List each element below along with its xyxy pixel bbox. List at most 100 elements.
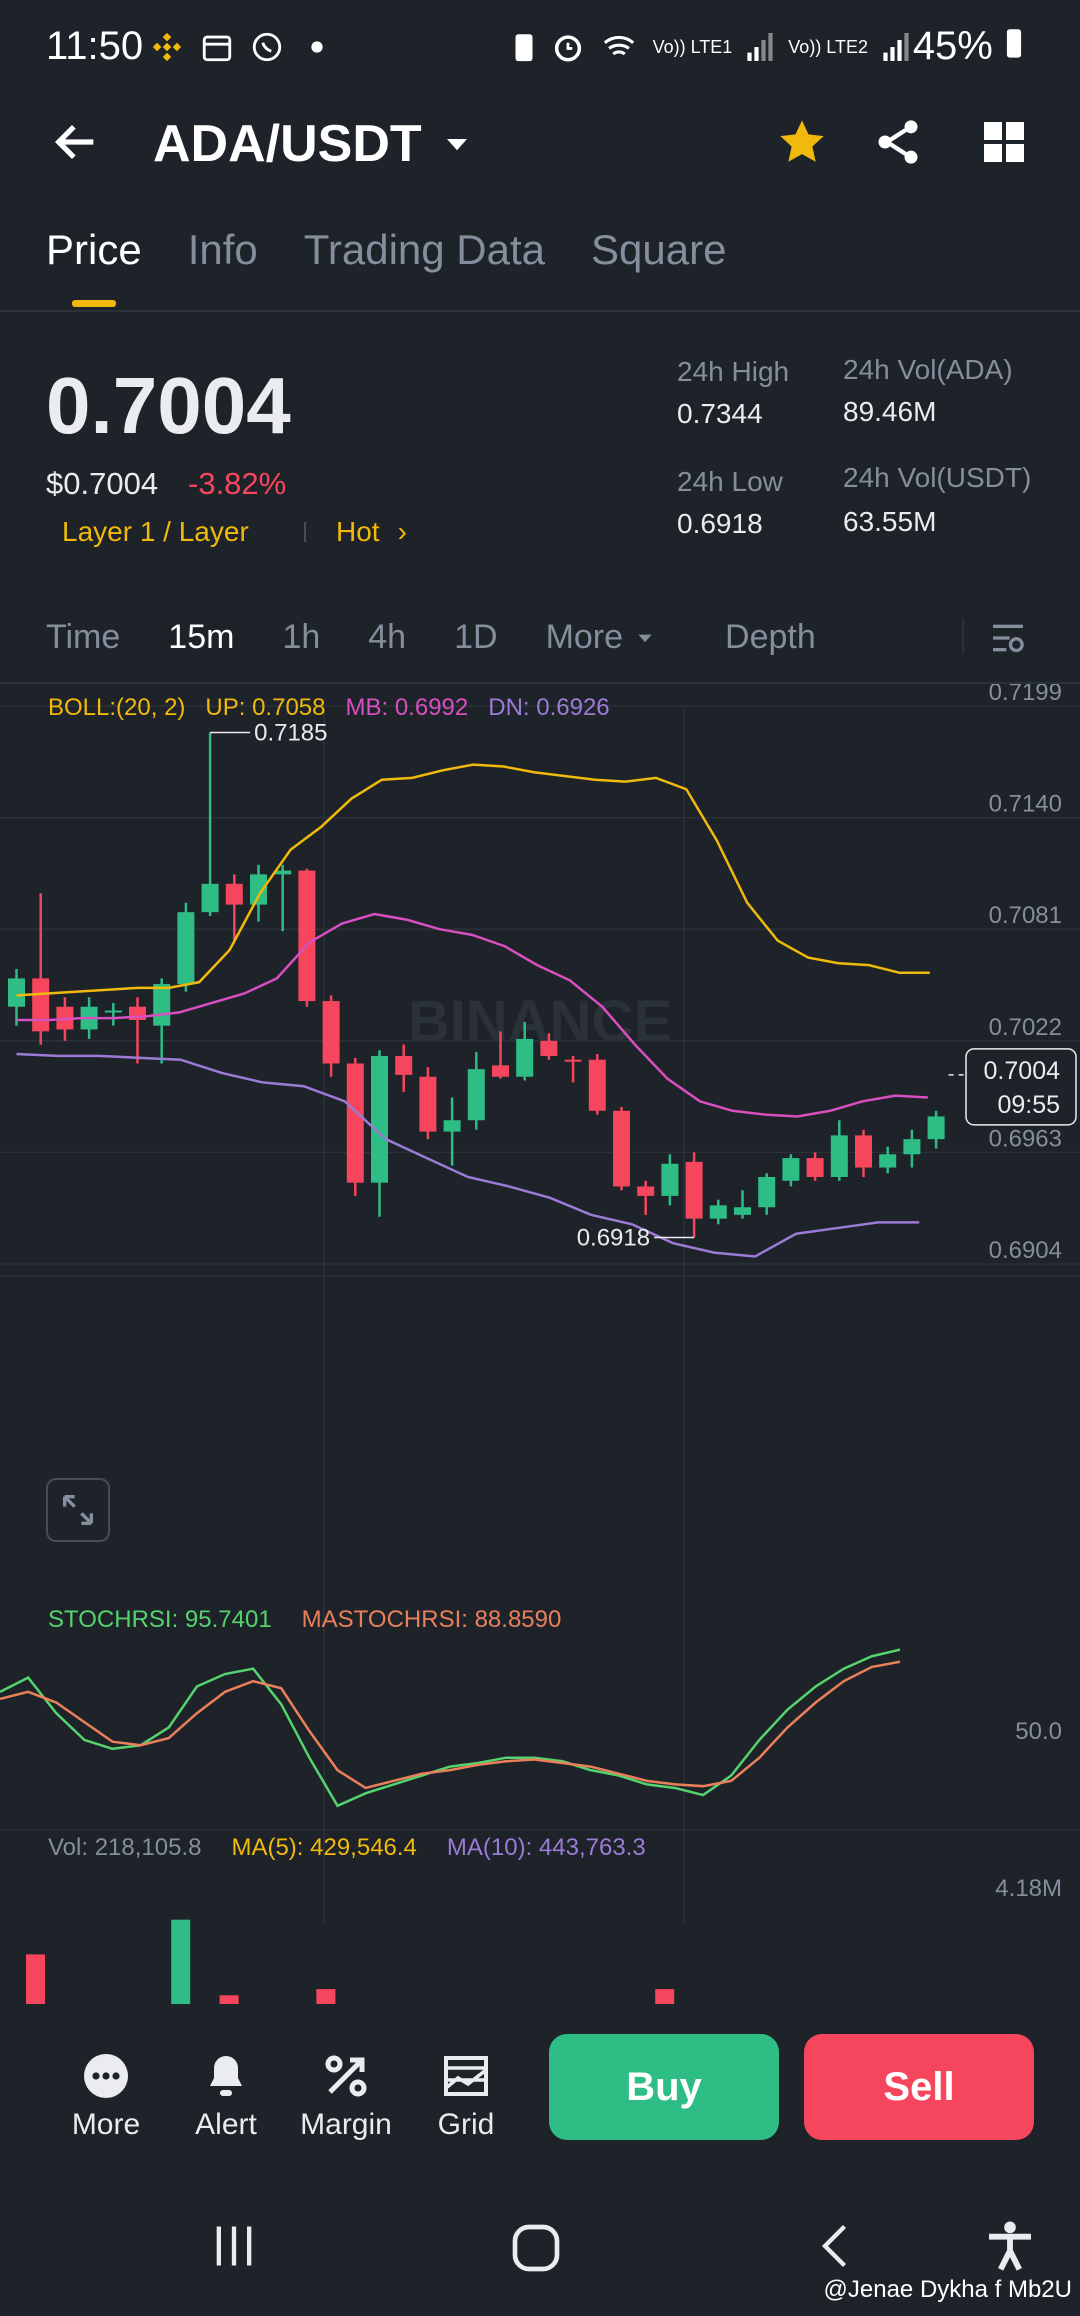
volume-max-label: 4.18M — [995, 1875, 1062, 1902]
back-nav-icon[interactable] — [812, 2220, 864, 2272]
tab-info[interactable]: Info — [187, 226, 258, 273]
current-price-label: 0.7004 — [984, 1057, 1061, 1085]
divider — [0, 682, 1080, 684]
tf-more[interactable]: More — [546, 618, 655, 657]
more-action[interactable]: More — [46, 2048, 166, 2142]
system-nav-bar — [0, 2196, 1080, 2316]
y-tick-label: 0.7140 — [989, 791, 1062, 818]
boll-upper-line — [16, 763, 930, 997]
candle-down — [613, 1110, 630, 1187]
high-label: 24h High — [677, 356, 790, 387]
tab-trading-data[interactable]: Trading Data — [303, 226, 545, 273]
network-lte2-label: Vo)) LTE2 — [788, 36, 868, 57]
battery-icon — [1006, 29, 1022, 58]
volume-bar — [219, 1995, 239, 2004]
caret-down-icon — [446, 139, 467, 151]
chevron-right-icon: › — [397, 516, 407, 547]
divider — [0, 310, 1080, 312]
candle-up — [903, 1139, 921, 1155]
tab-price[interactable]: Price — [46, 226, 142, 273]
mastochrsi-value: MASTOCHRSI: 88.8590 — [301, 1606, 562, 1633]
tf-depth[interactable]: Depth — [725, 618, 816, 656]
fullscreen-button[interactable] — [46, 1478, 110, 1542]
battery-level: 45% — [913, 24, 1024, 69]
candle-up — [274, 870, 292, 875]
margin-action[interactable]: Margin — [286, 2048, 406, 2142]
bottom-action-bar: More Alert Margin Grid Buy Sell — [0, 2010, 1080, 2160]
status-bar: 11:50 Vo)) LTE1 Vo)) LTE2 45% — [0, 0, 1080, 96]
caret-down-icon — [638, 634, 652, 642]
mastochrsi-line — [0, 1660, 901, 1790]
buy-button[interactable]: Buy — [549, 2034, 779, 2140]
tf-15m[interactable]: 15m — [168, 618, 235, 656]
recent-apps-icon[interactable] — [208, 2220, 260, 2272]
candle-up — [371, 1055, 388, 1183]
stochrsi-value: STOCHRSI: 95.7401 — [48, 1606, 272, 1633]
candle-down — [637, 1186, 655, 1196]
boll-mb: MB: 0.6992 — [345, 694, 469, 721]
sell-button[interactable]: Sell — [804, 2034, 1034, 2140]
candle-down — [564, 1059, 582, 1062]
share-icon[interactable] — [872, 116, 924, 168]
price-change-percent: -3.82% — [188, 466, 287, 501]
bell-icon — [210, 2056, 242, 2096]
candle-up — [8, 978, 25, 1007]
volume-value: Vol: 218,105.8 — [48, 1834, 202, 1861]
candle-up — [927, 1116, 945, 1140]
kline-chart[interactable]: 0.7199 0.7140 0.7081 0.7022 0.6963 0.6904 BINA… — [0, 679, 1080, 2004]
tf-4h[interactable]: 4h — [368, 618, 407, 656]
candle-down — [322, 1001, 340, 1064]
tf-divider — [962, 618, 964, 654]
candle-up — [782, 1158, 800, 1181]
candle-up — [104, 1010, 122, 1013]
y-tick-label: 0.6904 — [989, 1237, 1062, 1264]
accessibility-icon[interactable] — [982, 2218, 1038, 2274]
signal-icon — [883, 33, 909, 61]
margin-icon — [325, 2055, 367, 2097]
tab-square[interactable]: Square — [591, 226, 727, 273]
volume-bar — [316, 1989, 336, 2004]
kline-chart-svg: 0.7199 0.7140 0.7081 0.7022 0.6963 0.6904 BINA… — [0, 679, 1080, 2004]
tf-time[interactable]: Time — [46, 618, 121, 656]
candle-down — [492, 1065, 509, 1077]
candle-up — [830, 1135, 848, 1177]
candle-up — [879, 1154, 897, 1168]
grid-action-label: Grid — [437, 2108, 495, 2141]
layer-tag[interactable]: Layer 1 / Layer — [62, 516, 249, 547]
binance-watermark: BINANCE — [408, 989, 672, 1054]
dot-icon — [311, 41, 323, 53]
hot-tag-label: Hot — [336, 516, 380, 547]
high-value: 0.7344 — [677, 398, 763, 429]
grid-action[interactable]: Grid — [406, 2048, 526, 2142]
candle-up — [661, 1163, 679, 1196]
volume-ma10: MA(10): 443,763.3 — [446, 1834, 646, 1861]
y-tick-label: 0.7081 — [989, 902, 1062, 929]
tag-divider — [304, 522, 306, 542]
stochrsi-line — [0, 1648, 901, 1808]
home-icon[interactable] — [508, 2220, 564, 2276]
hot-tag[interactable]: Hot › — [336, 516, 407, 548]
grid-menu-icon[interactable] — [980, 118, 1028, 166]
back-arrow-icon[interactable] — [50, 116, 102, 168]
countdown-label: 09:55 — [997, 1091, 1060, 1119]
tf-1h[interactable]: 1h — [282, 618, 321, 656]
volume-ma5: MA(5): 429,546.4 — [231, 1834, 417, 1861]
candle-up — [153, 984, 171, 1026]
star-icon[interactable] — [776, 116, 828, 168]
pair-selector[interactable]: ADA/USDT — [153, 114, 472, 174]
binance-logo-icon — [152, 32, 182, 62]
pair-title: ADA/USDT — [153, 115, 422, 173]
alert-action[interactable]: Alert — [166, 2048, 286, 2142]
chart-settings-icon[interactable] — [988, 618, 1028, 658]
user-watermark: @Jenae Dykha f Mb2U — [823, 2276, 1072, 2303]
candle-down — [419, 1076, 437, 1132]
timeframe-bar: Time 15m 1h 4h 1D More Depth — [46, 618, 864, 657]
candle-down — [298, 870, 316, 1002]
candle-up — [177, 912, 195, 985]
whatsapp-icon — [252, 32, 282, 62]
low-label: 24h Low — [677, 466, 783, 497]
tf-1d[interactable]: 1D — [454, 618, 498, 656]
volume-bar — [655, 1989, 675, 2004]
y-tick-label: 0.7199 — [989, 684, 1062, 706]
candle-down — [540, 1040, 558, 1056]
